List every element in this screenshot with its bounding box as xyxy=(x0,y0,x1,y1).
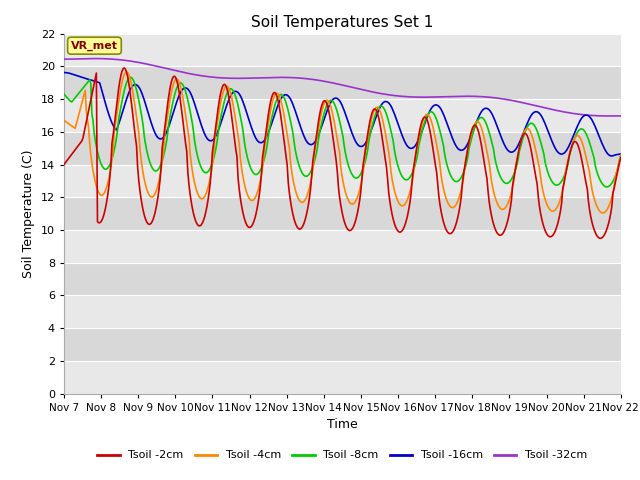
Bar xyxy=(64,165,621,197)
Bar xyxy=(64,34,621,66)
Bar xyxy=(64,132,621,165)
Bar xyxy=(64,197,621,230)
Title: Soil Temperatures Set 1: Soil Temperatures Set 1 xyxy=(252,15,433,30)
Bar xyxy=(64,99,621,132)
Bar xyxy=(64,295,621,328)
X-axis label: Time: Time xyxy=(327,418,358,431)
Legend: Tsoil -2cm, Tsoil -4cm, Tsoil -8cm, Tsoil -16cm, Tsoil -32cm: Tsoil -2cm, Tsoil -4cm, Tsoil -8cm, Tsoi… xyxy=(93,446,592,465)
Bar xyxy=(64,263,621,295)
Bar xyxy=(64,361,621,394)
Bar xyxy=(64,230,621,263)
Bar xyxy=(64,66,621,99)
Bar xyxy=(64,328,621,361)
Y-axis label: Soil Temperature (C): Soil Temperature (C) xyxy=(22,149,35,278)
Text: VR_met: VR_met xyxy=(71,40,118,51)
